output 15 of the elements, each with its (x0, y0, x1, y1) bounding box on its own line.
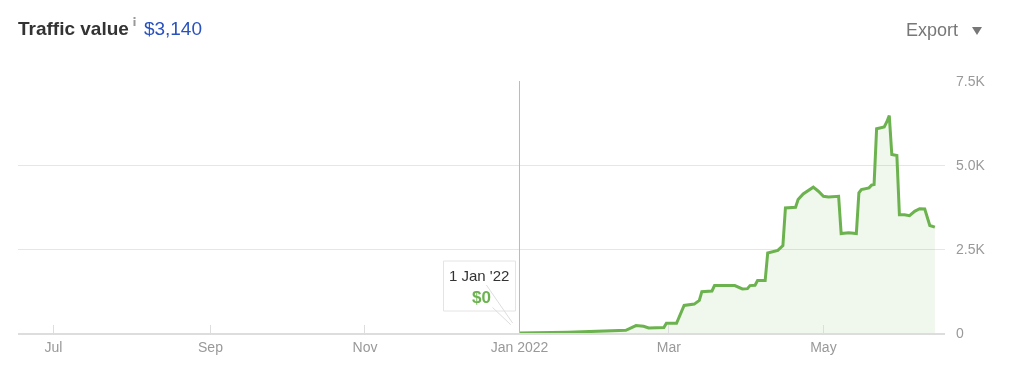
y-tick-label: 0 (956, 324, 964, 341)
x-tick-label: Sep (198, 338, 224, 355)
y-tick-label: 5.0K (956, 156, 986, 173)
y-tick-label: 2.5K (956, 240, 986, 257)
annotation: $0 (472, 288, 491, 307)
annotation: 1 Jan '22 (449, 267, 510, 284)
chart-subtitle: $3,140 (143, 18, 203, 40)
x-tick-label: May (810, 338, 837, 355)
x-tick-label: Nov (352, 338, 378, 355)
text: Export (905, 20, 958, 41)
y-tick-label: 7.5K (956, 72, 986, 89)
x-tick-label: Jan 2022 (490, 338, 549, 355)
chart-title: Traffic value (18, 18, 129, 40)
x-tick-label: Mar (656, 338, 682, 355)
x-tick-label: Jul (44, 338, 63, 355)
